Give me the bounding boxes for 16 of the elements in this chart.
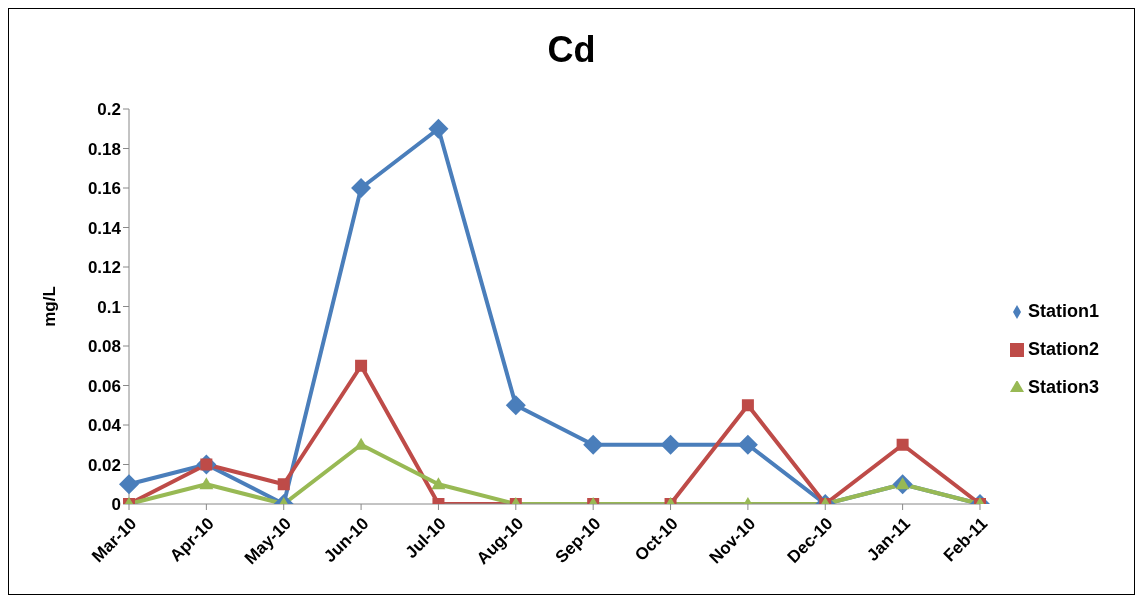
legend-label: Station3 — [1027, 377, 1099, 397]
y-tick-label: 0.16 — [87, 179, 121, 199]
y-tick-label: 0.04 — [87, 416, 122, 436]
y-tick-label: 0.08 — [87, 337, 121, 357]
y-tick-label: 0.02 — [87, 455, 121, 475]
chart-title: Cd — [546, 28, 597, 72]
y-tick-label: 0 — [111, 495, 121, 515]
y-tick-label: 0.14 — [87, 218, 122, 238]
legend-label: Station2 — [1027, 339, 1099, 359]
y-tick-label: 0.1 — [97, 297, 121, 317]
y-axis-title: mg/L — [40, 286, 60, 327]
legend-label: Station1 — [1027, 301, 1099, 321]
y-tick-label: 0.06 — [87, 376, 121, 396]
y-tick-label: 0.18 — [87, 139, 121, 159]
y-tick-label: 0.12 — [87, 258, 121, 278]
y-tick-label: 0.2 — [97, 100, 121, 120]
